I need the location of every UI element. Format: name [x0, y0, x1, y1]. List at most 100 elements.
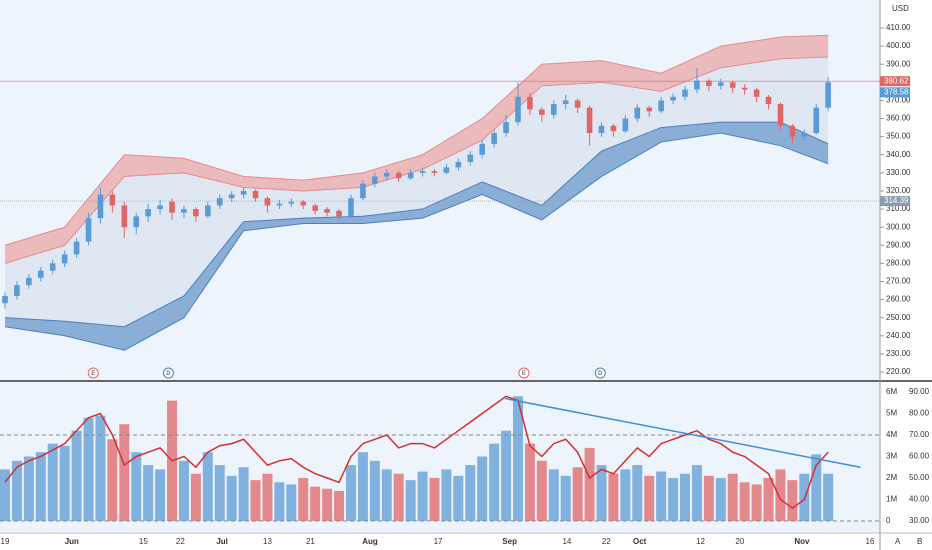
candle-body — [574, 100, 581, 108]
volume-bar — [226, 475, 237, 521]
volume-bar — [703, 475, 714, 521]
volume-bar — [202, 452, 213, 521]
volume-bar — [83, 417, 94, 521]
volume-bar — [334, 490, 345, 521]
rsi-tick-label: 40.00 — [909, 495, 930, 504]
y-tick-label: 340.00 — [886, 150, 911, 159]
rsi-tick-label: 90.00 — [909, 387, 930, 396]
event-label: E — [522, 371, 526, 377]
volume-tick-label: 2M — [886, 473, 897, 482]
volume-bar — [59, 445, 70, 521]
candle-body — [407, 172, 414, 179]
x-tick-label: 22 — [602, 537, 611, 546]
volume-bar — [608, 473, 619, 521]
x-tick-label: 17 — [434, 537, 443, 546]
volume-bar — [214, 465, 225, 521]
candle-body — [372, 176, 378, 184]
event-marker — [87, 367, 99, 379]
x-tick-label: 15 — [139, 537, 148, 546]
y-tick-label: 310.00 — [886, 204, 911, 213]
volume-bar — [405, 480, 416, 521]
candle-body — [491, 133, 497, 144]
volume-bar — [489, 443, 500, 521]
volume-bar — [178, 460, 189, 521]
volume-bar — [524, 443, 535, 521]
volume-bar — [560, 475, 571, 521]
volume-tick-label: 3M — [886, 452, 897, 461]
candle-body — [157, 205, 163, 210]
volume-bar — [119, 424, 130, 521]
volume-bar — [298, 478, 309, 521]
y-tick-label: 400.00 — [886, 41, 911, 50]
volume-bar — [548, 469, 559, 521]
x-tick-label: 20 — [735, 537, 744, 546]
candle-body — [801, 133, 808, 137]
lower-band-fill — [5, 122, 829, 351]
y-tick-label: 360.00 — [886, 114, 911, 123]
candle-body — [646, 107, 653, 112]
candle-body — [741, 87, 748, 90]
volume-bar — [572, 467, 583, 521]
y-tick-label: 370.00 — [886, 96, 911, 105]
candle-body — [49, 263, 56, 271]
candle-body — [37, 270, 44, 278]
volume-bar — [596, 465, 607, 521]
candle-body — [324, 209, 330, 213]
rsi-line — [4, 395, 829, 510]
candle-body — [216, 198, 223, 206]
y-tick-label: 390.00 — [886, 59, 911, 68]
volume-bar — [429, 478, 440, 521]
candle-body — [539, 109, 545, 115]
upper-band-fill — [5, 35, 829, 264]
x-tick-label: Sep — [502, 537, 517, 546]
candle-body — [14, 285, 20, 296]
volume-tick-label: 1M — [886, 495, 897, 504]
volume-bar — [465, 465, 476, 521]
event-label: E — [91, 371, 95, 377]
volume-bar — [632, 465, 643, 521]
candle-body — [109, 194, 116, 206]
candle-body — [264, 198, 271, 206]
candle-body — [336, 210, 342, 217]
x-tick-label: 21 — [306, 537, 315, 546]
currency: USD — [892, 4, 909, 13]
volume-tick-label: 6M — [886, 387, 897, 396]
rsi-tick-label: 70.00 — [909, 430, 930, 439]
candle-body — [300, 201, 307, 206]
volume-bar — [381, 469, 392, 521]
candle-body — [228, 194, 235, 199]
volume-bar — [715, 478, 726, 521]
y-tick-label: 330.00 — [886, 168, 911, 177]
volume-bar — [322, 488, 333, 521]
y-tick-label: 410.00 — [886, 23, 911, 32]
x-tick-label: 14 — [562, 537, 571, 546]
x-tick-label: 19 — [1, 537, 10, 546]
volume-bar — [739, 482, 750, 521]
candle-body — [479, 143, 485, 155]
rsi-tick-label: 30.00 — [909, 516, 930, 525]
volume-bar — [393, 473, 404, 521]
candle-body — [181, 209, 187, 213]
footer-button[interactable]: A — [895, 537, 901, 546]
candle-body — [288, 201, 295, 204]
volume-tick-label: 4M — [886, 430, 897, 439]
candle-body — [133, 216, 140, 228]
candle-body — [813, 107, 820, 134]
y-tick-label: 260.00 — [886, 295, 911, 304]
candle-body — [395, 172, 402, 179]
volume-bar — [250, 480, 261, 521]
candle-body — [825, 82, 831, 108]
candle-body — [383, 172, 390, 177]
last-price-box — [880, 87, 910, 98]
band-line — [4, 121, 829, 328]
candle-body — [467, 154, 474, 162]
y-tick-label: 280.00 — [886, 258, 911, 267]
volume-bar — [536, 460, 547, 521]
y-tick-label: 290.00 — [886, 240, 911, 249]
candle-body — [97, 194, 104, 219]
volume-bar — [71, 430, 82, 521]
volume-bar — [775, 469, 786, 521]
candle-body — [550, 104, 557, 115]
footer-button[interactable]: B — [917, 537, 922, 546]
